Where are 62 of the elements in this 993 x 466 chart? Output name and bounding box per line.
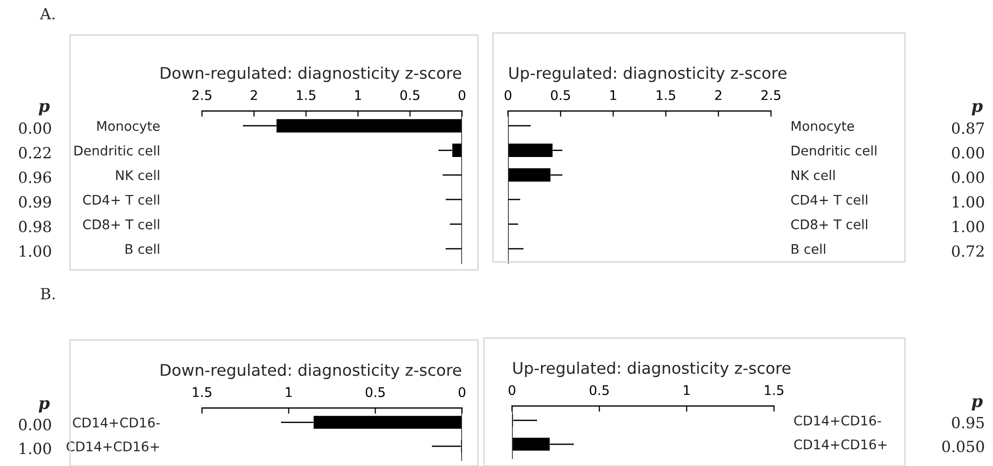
- x-tick-label: 2.5: [192, 90, 212, 100]
- y-tick-label: CD4+ T cell: [83, 194, 160, 205]
- x-tick-label: 2: [250, 90, 257, 100]
- x-tick-label: 0: [508, 385, 516, 396]
- x-tick-label: 0: [458, 90, 466, 100]
- x-axis-title: Up-regulated: diagnosticity z-score: [509, 66, 786, 82]
- y-tick-label: Monocyte: [97, 121, 160, 134]
- text: 0.98: [18, 220, 51, 232]
- text: p: [38, 400, 50, 412]
- y-tick-label: CD14+CD16-: [794, 416, 881, 426]
- x-tick-label: 0.5: [550, 90, 570, 100]
- x-tick-label: 0.5: [366, 387, 385, 398]
- y-tick-label: Dendritic cell: [792, 145, 876, 156]
- text: 0.00: [952, 146, 984, 158]
- x-axis-title: Down-regulated: diagnosticity z-score: [160, 364, 462, 380]
- x-tick-label: 0: [458, 387, 466, 398]
- x-tick-label: 1.5: [192, 387, 212, 398]
- x-tick-label: 0.5: [590, 385, 609, 396]
- text: 1.00: [952, 196, 984, 208]
- text: 0.22: [18, 146, 50, 158]
- x-tick-label: 1: [610, 90, 616, 100]
- text: 0.00: [952, 172, 984, 184]
- x-tick-label: 2: [715, 90, 722, 100]
- y-tick-label: NK cell: [792, 170, 835, 180]
- y-tick-label: CD4+ T cell: [791, 194, 868, 205]
- x-tick-label: 1: [286, 387, 292, 397]
- text: 1.00: [20, 442, 51, 454]
- y-tick-label: CD14+CD16+: [794, 439, 886, 450]
- x-tick-label: 1.5: [656, 90, 676, 100]
- y-tick-label: CD14+CD16+: [66, 441, 159, 452]
- x-tick-label: 2.5: [761, 90, 780, 100]
- text: A.: [40, 8, 54, 20]
- text: p: [972, 103, 983, 116]
- text: 0.96: [18, 172, 52, 184]
- x-tick-label: 1: [684, 385, 690, 395]
- text: p: [972, 398, 983, 410]
- x-tick-label: 1: [355, 90, 361, 100]
- text: B.: [40, 288, 55, 300]
- y-tick-label: B cell: [126, 244, 160, 254]
- y-tick-label: B cell: [792, 244, 826, 254]
- x-tick-label: 0.5: [400, 90, 420, 100]
- text: 0.050: [942, 440, 984, 452]
- text: 1.00: [952, 220, 984, 232]
- y-tick-label: Monocyte: [792, 121, 854, 134]
- x-tick-label: 1.5: [296, 90, 316, 100]
- x-tick-label: 1.5: [764, 385, 784, 396]
- x-axis-title: Down-regulated: diagnosticity z-score: [160, 66, 462, 82]
- text: 0.72: [952, 245, 984, 257]
- text: 0.87: [952, 122, 984, 134]
- text: 0.00: [18, 122, 51, 134]
- text: 0.99: [18, 196, 51, 208]
- y-tick-label: NK cell: [116, 170, 160, 180]
- text: 0.95: [952, 416, 984, 428]
- y-tick-label: CD8+ T cell: [83, 219, 160, 230]
- text: p: [38, 103, 50, 116]
- x-axis-title: Up-regulated: diagnosticity z-score: [513, 362, 790, 378]
- text: 0.00: [18, 418, 51, 430]
- y-tick-label: CD8+ T cell: [791, 219, 868, 230]
- x-tick-label: 0: [504, 90, 512, 100]
- y-tick-label: Dendritic cell: [74, 145, 160, 156]
- y-tick-label: CD14+CD16-: [72, 418, 160, 428]
- text: 1.00: [20, 245, 51, 257]
